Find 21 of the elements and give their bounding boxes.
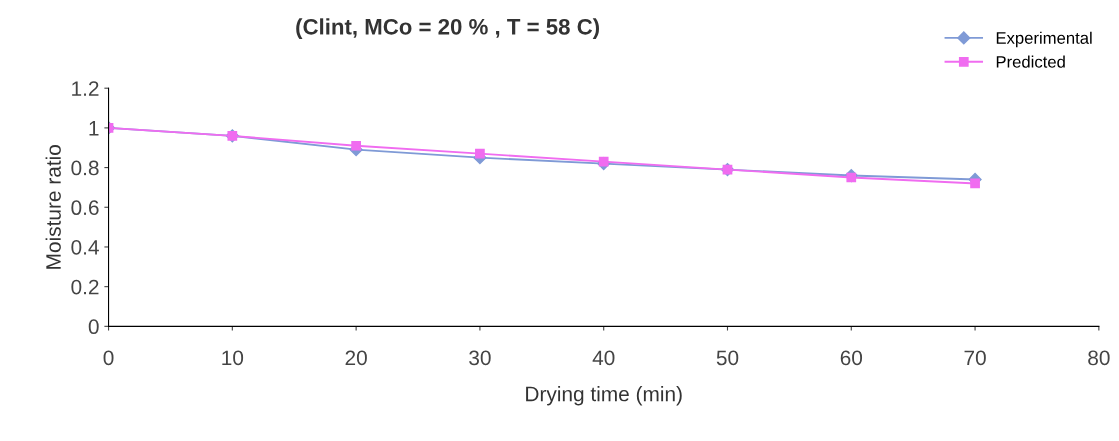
y-tick-label: 1 — [89, 121, 99, 136]
legend-label: Predicted — [996, 55, 1065, 68]
x-tick-label: 70 — [964, 350, 986, 366]
legend-label: Experimental — [996, 31, 1092, 48]
x-tick-label: 0 — [103, 350, 114, 366]
x-tick-label: 10 — [222, 350, 244, 366]
y-tick-label: 0.4 — [71, 239, 99, 255]
y-tick-label: 0 — [88, 319, 99, 335]
x-axis-title: Drying time (min) — [526, 386, 682, 406]
y-tick-label: 0.6 — [71, 200, 99, 216]
x-tick-label: 30 — [469, 350, 491, 366]
x-tick-label: 50 — [716, 350, 739, 366]
x-tick-label: 60 — [840, 350, 863, 366]
y-axis-title: Moisture ratio — [45, 145, 61, 269]
y-tick-label: 0.2 — [71, 279, 99, 295]
chart-title: (Clint, MCo = 20 % , T = 58 C) — [296, 18, 599, 40]
y-tick-label: 0.8 — [71, 160, 99, 176]
x-tick-label: 80 — [1088, 350, 1110, 366]
x-tick-label: 40 — [592, 350, 615, 366]
x-tick-label: 20 — [345, 350, 367, 366]
y-tick-label: 1.2 — [72, 81, 99, 96]
